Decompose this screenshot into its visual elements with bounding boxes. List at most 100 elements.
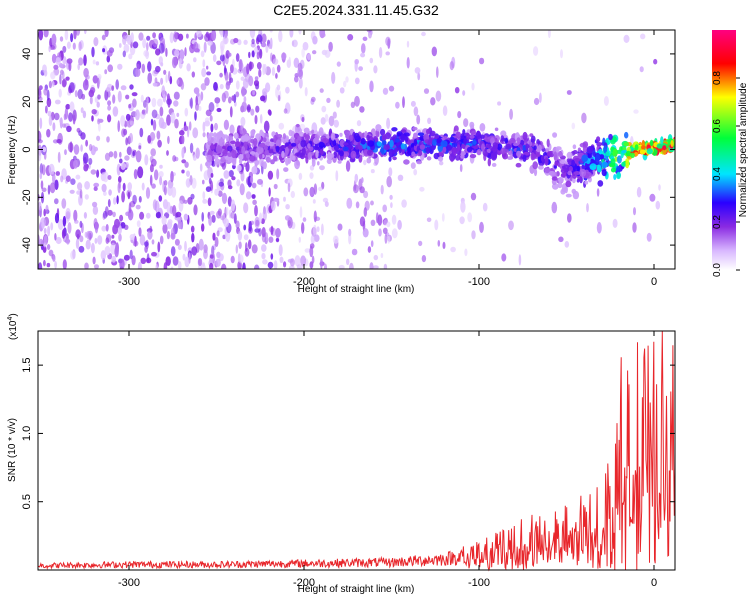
spectrogram-cell	[122, 35, 127, 46]
spectrogram-cell	[75, 174, 81, 180]
spectrogram-cell	[269, 141, 275, 147]
spectrogram-cell	[111, 234, 115, 239]
spectrogram-cell	[166, 98, 173, 105]
spectrogram-cell	[48, 115, 53, 126]
spectrogram-cell	[128, 104, 132, 109]
spectrogram-cell	[155, 65, 161, 73]
spectrogram-cell	[466, 146, 473, 153]
spectrogram-y-tick-label: 20	[21, 96, 33, 108]
spectrogram-cell	[186, 33, 189, 39]
spectrogram-cell	[151, 183, 156, 189]
spectrogram-cell	[221, 263, 227, 269]
spectrogram-cell	[630, 152, 635, 159]
spectrogram-cell	[501, 253, 507, 262]
spectrogram-cell	[66, 41, 71, 49]
spectrogram-cell	[62, 123, 66, 128]
spectrogram-cell	[467, 212, 473, 223]
spectrogram-cell	[313, 183, 318, 195]
spectrogram-cell	[184, 47, 187, 57]
spectrogram-cell	[248, 75, 254, 87]
spectrogram-cell	[442, 105, 448, 116]
colorbar-ticks: 0.0 0.2 0.4 0.6 0.8	[712, 71, 740, 277]
spectrogram-cell	[158, 56, 163, 65]
spectrogram-cell	[132, 41, 139, 49]
spectrogram-cell	[62, 215, 67, 227]
spectrogram-cell	[548, 170, 556, 176]
spectrogram-cell	[640, 145, 646, 150]
spectrogram-cell	[69, 189, 75, 194]
spectrogram-cell	[90, 169, 97, 175]
spectrogram-cell	[437, 240, 441, 247]
spectrogram-cell	[475, 130, 481, 140]
spectrogram-cell	[104, 245, 111, 256]
spectrogram-cell	[544, 167, 551, 174]
spectrogram-cell	[38, 130, 42, 143]
spectrogram-cell	[43, 208, 46, 217]
spectrogram-cell	[317, 161, 320, 166]
spectrogram-cell	[262, 88, 268, 96]
spectrogram-cell	[162, 223, 168, 234]
spectrogram-cell	[252, 90, 256, 96]
spectrogram-cell	[69, 141, 73, 153]
spectrogram-cell	[354, 59, 360, 65]
spectrogram-cell	[330, 132, 336, 141]
spectrogram-cell	[131, 92, 138, 97]
spectrogram-cell	[250, 129, 256, 136]
spectrogram-cell	[158, 195, 163, 202]
spectrogram-cell	[190, 193, 195, 200]
snr-y-axis-label: SNR (10 * v/v)	[7, 418, 18, 482]
spectrogram-cell	[369, 57, 374, 64]
spectrogram-cell	[96, 77, 100, 89]
spectrogram-cell	[141, 182, 145, 191]
spectrogram-cell	[358, 66, 363, 71]
spectrogram-cell	[546, 151, 553, 157]
spectrogram-cell	[449, 61, 454, 71]
spectrogram-cell	[633, 109, 639, 114]
spectrogram-cell	[77, 63, 80, 71]
spectrogram-cell	[54, 233, 57, 241]
spectrogram-cell	[203, 249, 208, 260]
spectrogram-cell	[311, 255, 315, 264]
spectrogram-cell	[209, 132, 214, 138]
spectrogram-cell	[65, 211, 71, 220]
spectrogram-cell	[93, 182, 100, 188]
spectrogram-cell	[151, 239, 155, 245]
spectrogram-cell	[202, 179, 205, 185]
spectrogram-cell	[320, 117, 326, 125]
spectrogram-cell	[252, 199, 257, 205]
spectrogram-cell	[386, 117, 391, 130]
spectrogram-cell	[419, 186, 425, 192]
spectrogram-cell	[65, 76, 70, 81]
spectrogram-cell	[273, 155, 278, 162]
spectrogram-cell	[223, 170, 230, 179]
spectrogram-cell	[223, 218, 229, 228]
spectrogram-cell	[40, 180, 44, 190]
spectrogram-cell	[256, 146, 264, 155]
spectrogram-cell	[206, 71, 212, 76]
spectrogram-cell	[257, 178, 263, 185]
spectrogram-cell	[147, 72, 152, 84]
spectrogram-cell	[533, 97, 540, 106]
spectrogram-cell	[324, 113, 329, 122]
spectrogram-cell	[301, 222, 305, 234]
spectrogram-cell	[174, 118, 179, 129]
spectrogram-cell	[256, 61, 262, 70]
spectrogram-cell	[398, 146, 402, 154]
spectrogram-cell	[459, 216, 465, 225]
spectrogram-cell	[624, 131, 629, 139]
spectrogram-cell	[358, 145, 363, 151]
spectrogram-cell	[52, 81, 55, 87]
spectrogram-cell	[610, 158, 616, 166]
spectrogram-cell	[401, 199, 407, 208]
spectrogram-cell	[250, 175, 254, 184]
spectrogram-cell	[202, 198, 208, 204]
spectrogram-cell	[224, 72, 229, 82]
spectrogram-cell	[391, 127, 398, 132]
spectrogram-cell	[206, 65, 209, 70]
spectrogram-cell	[285, 86, 290, 94]
spectrogram-cell	[165, 47, 168, 58]
spectrogram-cell	[293, 57, 300, 68]
spectrogram-cell	[354, 77, 360, 85]
spectrogram-cell	[159, 106, 164, 117]
spectrogram-cell	[124, 155, 130, 161]
